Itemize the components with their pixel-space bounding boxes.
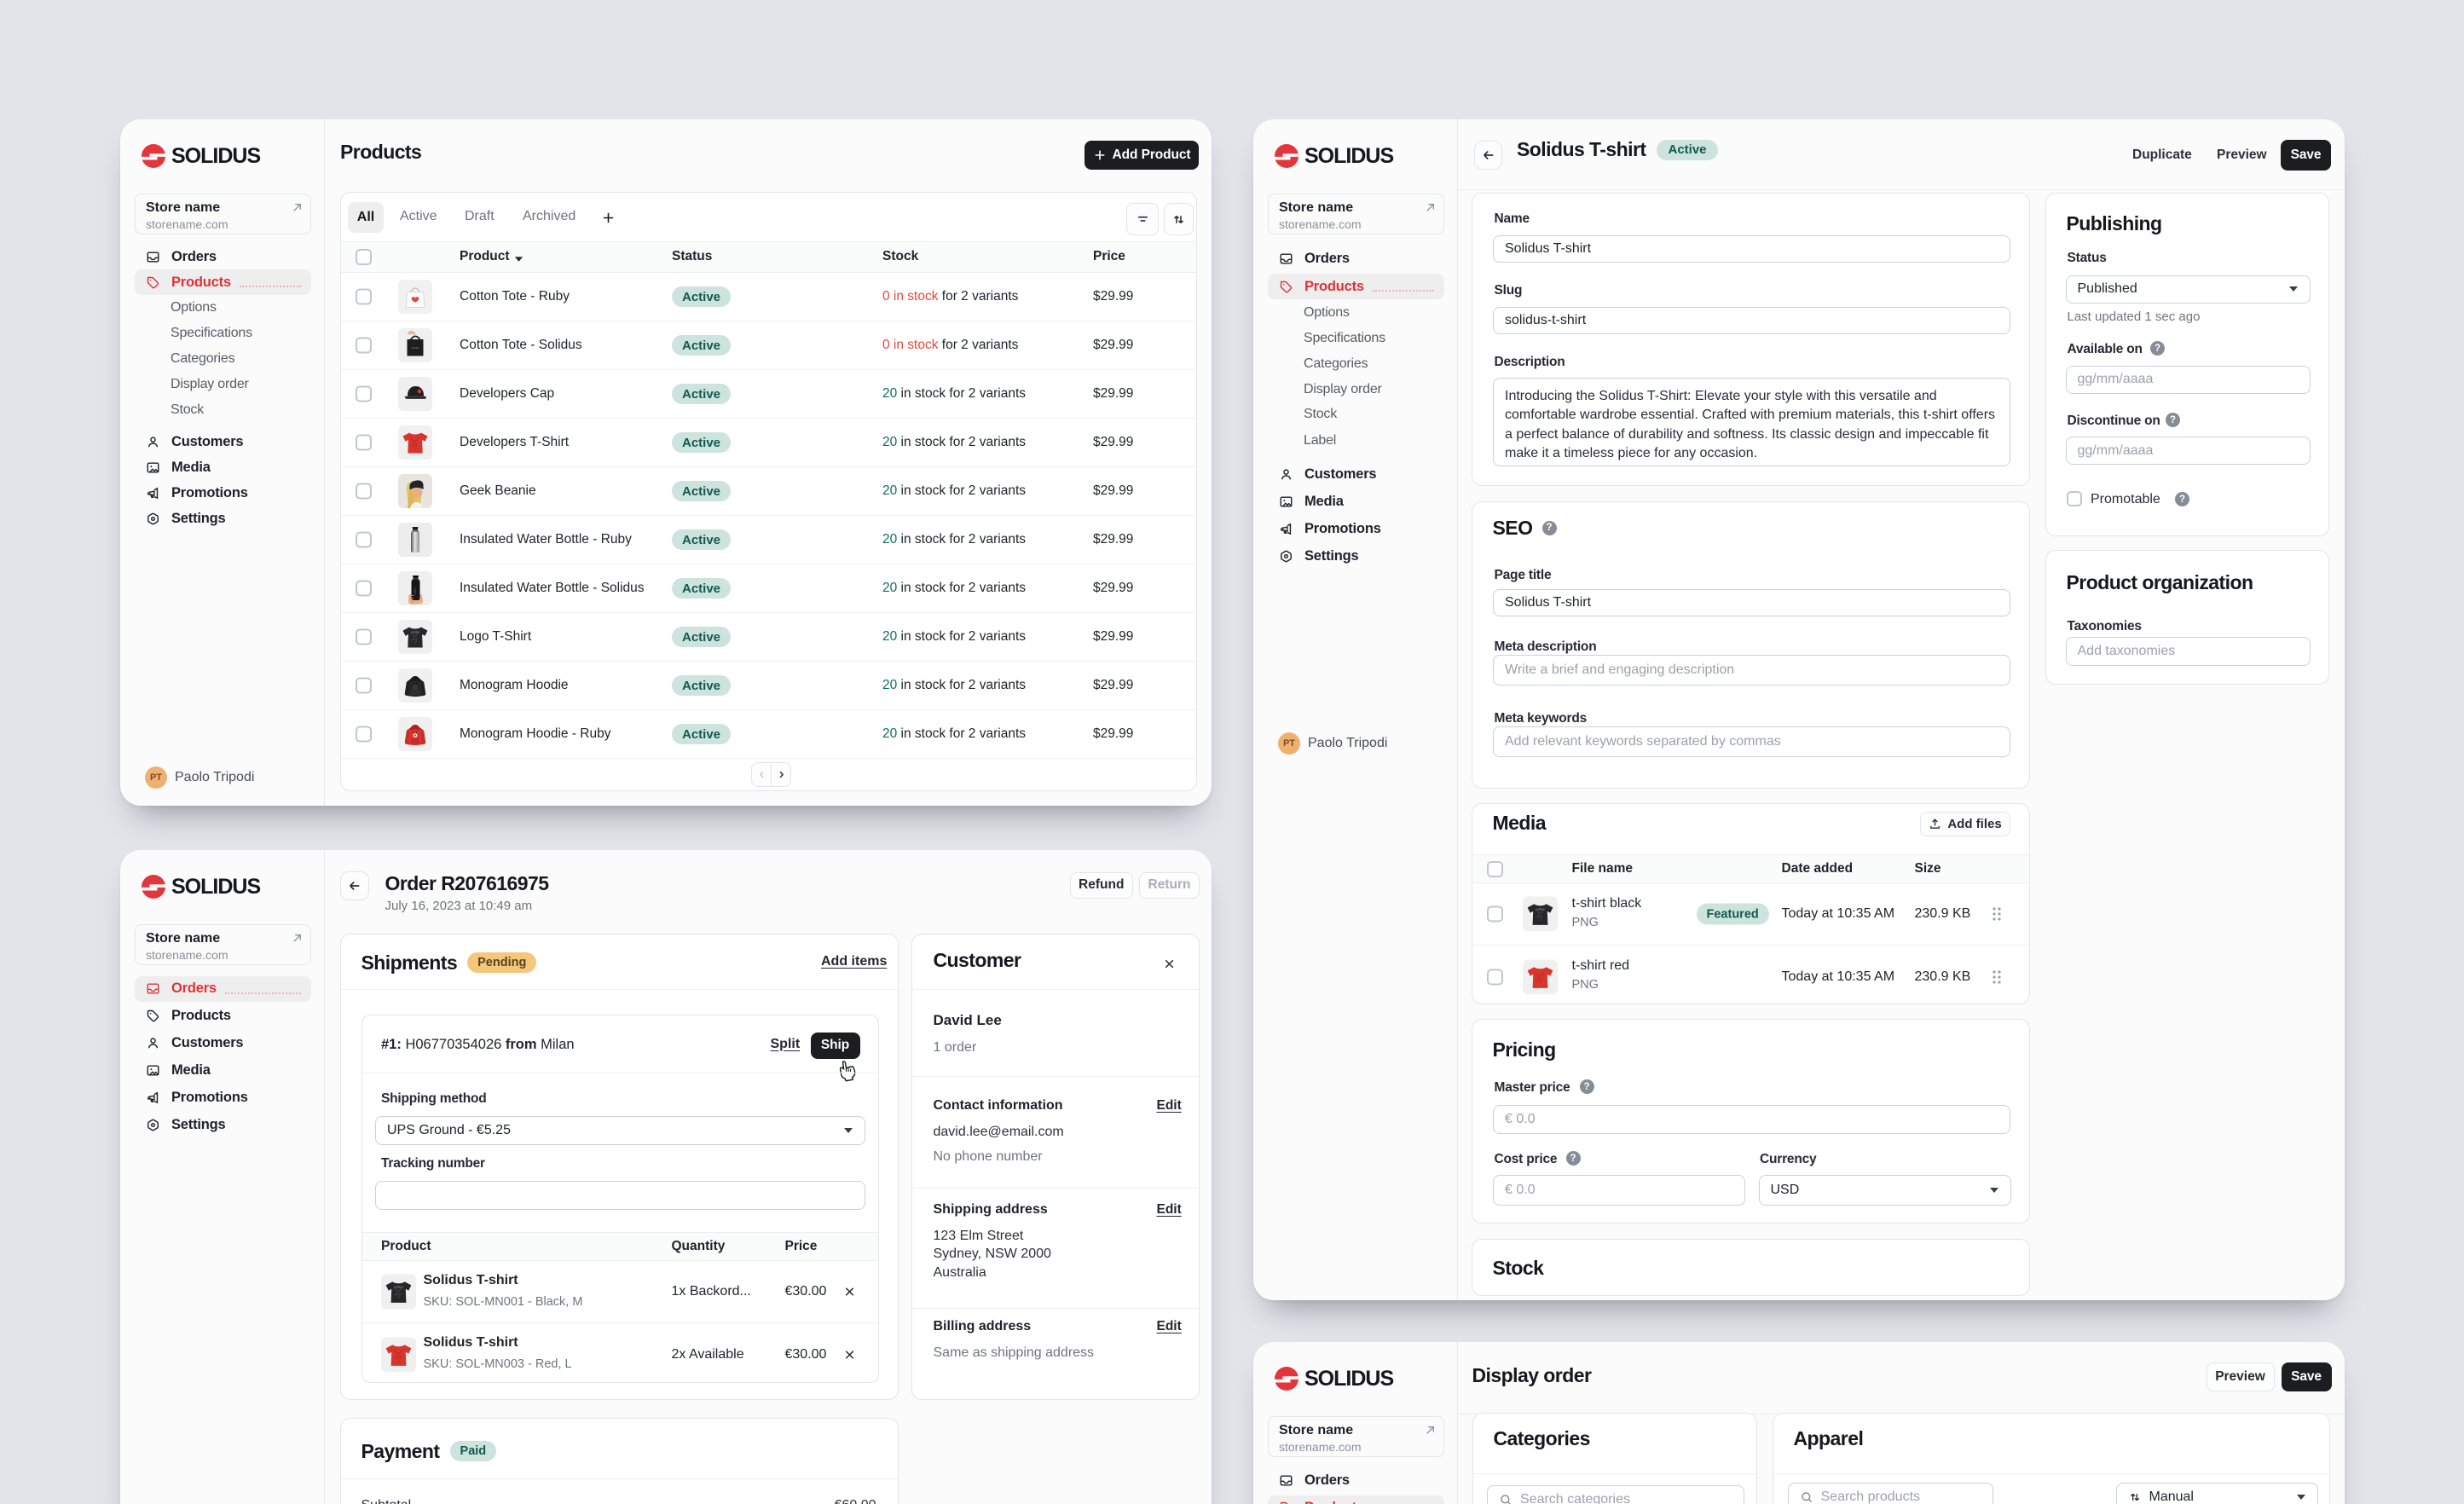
svg-text:solidus: solidus bbox=[394, 1285, 403, 1288]
svg-text:solidus: solidus bbox=[411, 631, 419, 634]
svg-text:solidus: solidus bbox=[1536, 908, 1545, 911]
svg-text:solidus: solidus bbox=[414, 587, 417, 595]
svg-text:solidus: solidus bbox=[411, 346, 419, 350]
